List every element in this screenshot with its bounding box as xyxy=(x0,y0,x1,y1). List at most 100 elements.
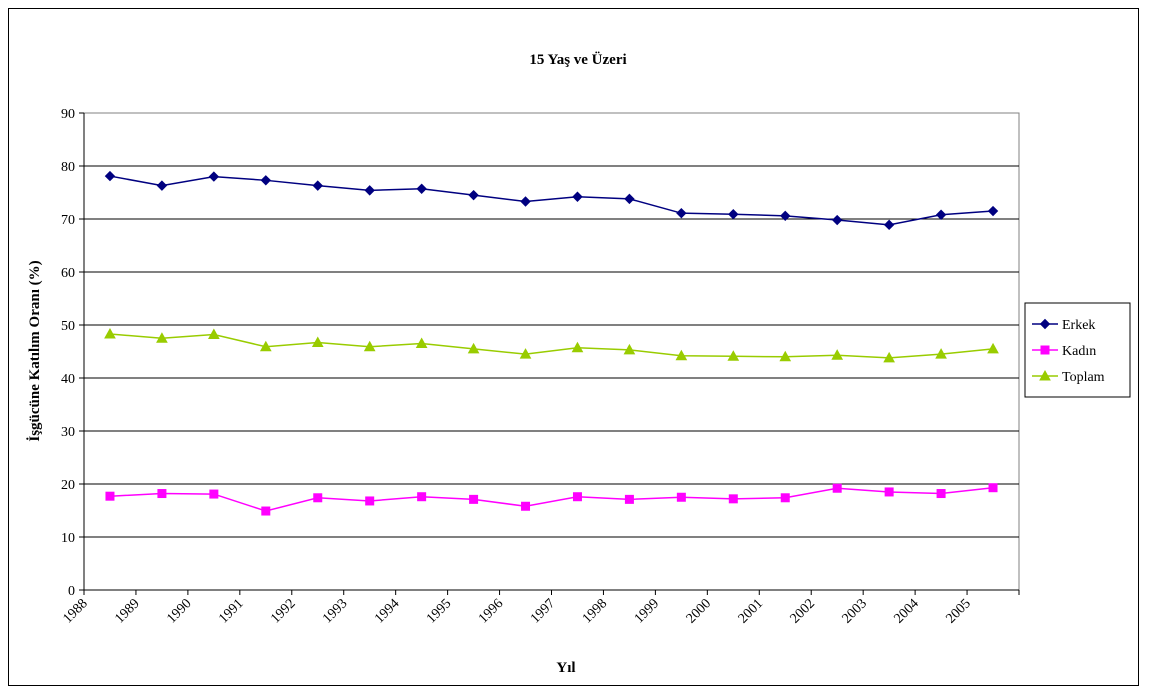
series-erkek xyxy=(104,170,999,231)
x-tick-label: 2000 xyxy=(684,596,714,626)
data-point-toplam xyxy=(156,332,168,343)
data-point-toplam xyxy=(208,328,220,340)
data-point-erkek xyxy=(831,214,843,226)
y-tick-label: 40 xyxy=(61,372,75,387)
chart-title: 15 Yaş ve Üzeri xyxy=(529,51,626,68)
data-point-kad-n xyxy=(936,489,946,499)
data-point-toplam xyxy=(311,336,324,347)
data-point-erkek xyxy=(468,189,479,201)
data-point-toplam xyxy=(727,350,740,361)
data-point-kad-n xyxy=(676,492,686,502)
data-point-erkek xyxy=(883,219,895,231)
data-point-toplam xyxy=(675,349,688,361)
series-kad-n xyxy=(105,483,998,516)
legend-label: Kadın xyxy=(1062,344,1096,359)
data-point-kad-n xyxy=(988,483,998,493)
data-point-kad-n xyxy=(832,483,842,493)
x-tick-label: 1990 xyxy=(164,596,194,626)
legend-label: Toplam xyxy=(1062,370,1105,385)
y-tick-label: 50 xyxy=(61,319,75,334)
data-point-toplam xyxy=(571,341,584,353)
data-point-erkek xyxy=(935,209,947,220)
data-point-kad-n xyxy=(624,494,634,504)
plot-area: 0 10 20 30 40 50 60 70 80 90 1988 1989 1990 1991 1992 1… xyxy=(60,107,1020,627)
data-point-kad-n xyxy=(261,506,271,516)
data-point-toplam xyxy=(831,349,844,360)
data-point-erkek xyxy=(624,193,635,205)
data-point-toplam xyxy=(363,340,376,352)
y-tick-label: 20 xyxy=(61,478,75,493)
legend: Erkek Kadın Toplam xyxy=(1024,302,1131,398)
x-tick-label: 2005 xyxy=(943,596,973,626)
data-point-kad-n xyxy=(780,493,790,503)
y-tick-label: 60 xyxy=(61,266,75,281)
data-point-erkek xyxy=(104,170,116,182)
data-point-erkek xyxy=(312,180,323,191)
series-toplam xyxy=(104,327,999,363)
y-tick-label: 90 xyxy=(61,107,75,122)
data-point-erkek xyxy=(676,207,687,219)
y-tick-label: 0 xyxy=(68,584,75,599)
data-point-erkek xyxy=(208,171,220,182)
x-tick-label: 2001 xyxy=(736,596,766,626)
data-point-toplam xyxy=(104,327,116,339)
y-tick-label: 30 xyxy=(61,425,75,440)
data-point-erkek xyxy=(987,205,999,217)
data-point-toplam xyxy=(259,340,272,352)
data-point-kad-n xyxy=(469,494,479,504)
data-point-kad-n xyxy=(417,492,427,502)
x-tick-label: 2002 xyxy=(788,596,818,626)
data-point-toplam xyxy=(987,342,999,354)
legend-item-erkek: Erkek xyxy=(1032,318,1095,333)
data-point-kad-n xyxy=(728,494,738,504)
data-point-kad-n xyxy=(365,496,375,506)
y-tick-label: 10 xyxy=(61,531,75,546)
y-tick-label: 70 xyxy=(61,213,75,228)
x-tick-label: 1993 xyxy=(320,596,350,626)
x-tick-label: 1998 xyxy=(580,596,610,626)
legend-marker xyxy=(1039,318,1051,330)
legend-marker xyxy=(1040,345,1050,355)
data-point-kad-n xyxy=(572,492,582,502)
data-point-erkek xyxy=(520,196,531,207)
data-point-erkek xyxy=(364,185,375,196)
data-point-kad-n xyxy=(105,491,115,501)
series-line-kad-n xyxy=(109,486,994,512)
data-point-erkek xyxy=(780,210,791,222)
data-point-kad-n xyxy=(521,501,531,511)
legend-item-toplam: Toplam xyxy=(1032,369,1105,385)
data-point-toplam xyxy=(779,350,792,362)
legend-label: Erkek xyxy=(1062,318,1095,333)
x-tick-label: 2003 xyxy=(840,596,870,626)
x-tick-label: 1991 xyxy=(216,596,246,626)
series-line-erkek xyxy=(109,175,994,226)
data-point-kad-n xyxy=(157,489,167,499)
legend-item-kad-n: Kadın xyxy=(1032,344,1096,359)
y-axis-title: İşgücüne Katılım Oranı (%) xyxy=(26,260,43,441)
data-point-toplam xyxy=(415,337,428,349)
data-point-toplam xyxy=(935,348,947,359)
x-axis-title: Yıl xyxy=(556,660,575,676)
x-tick-label: 2004 xyxy=(892,596,922,626)
x-tick-label: 1994 xyxy=(372,596,402,626)
x-tick-label: 1996 xyxy=(476,596,506,626)
data-point-erkek xyxy=(156,180,168,191)
data-point-erkek xyxy=(728,209,739,220)
x-tick-label: 1995 xyxy=(424,596,454,626)
series-line-toplam xyxy=(109,333,994,359)
data-point-kad-n xyxy=(884,487,894,497)
y-tick-label: 80 xyxy=(61,160,75,175)
x-tick-label: 1988 xyxy=(60,596,90,626)
data-point-erkek xyxy=(572,191,583,202)
x-tick-label: 1989 xyxy=(112,596,142,626)
x-tick-label: 1999 xyxy=(632,596,662,626)
data-point-toplam xyxy=(623,343,636,355)
data-point-toplam xyxy=(883,351,895,363)
data-point-toplam xyxy=(519,348,532,359)
x-tick-label: 1992 xyxy=(268,596,298,626)
data-point-kad-n xyxy=(313,493,323,503)
data-point-kad-n xyxy=(209,489,219,499)
x-tick-label: 1997 xyxy=(528,596,558,626)
legend-marker xyxy=(1039,369,1051,381)
